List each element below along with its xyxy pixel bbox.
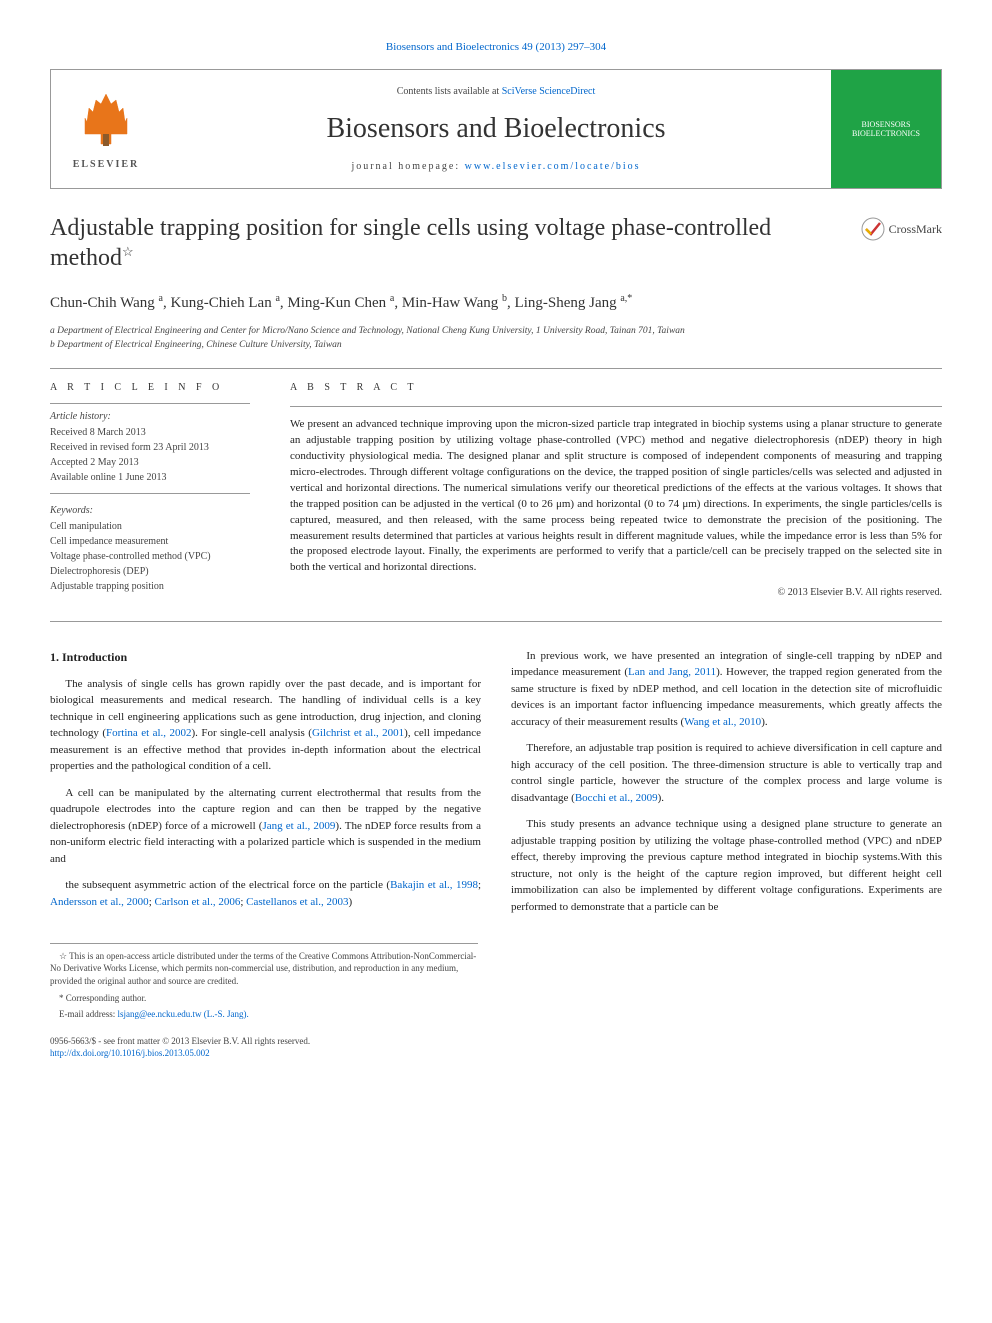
abstract-heading: A B S T R A C T [290,381,942,396]
divider-info [50,403,250,404]
header-center: Contents lists available at SciVerse Sci… [161,70,831,188]
journal-cover-thumbnail: BIOSENSORS BIOELECTRONICS [831,70,941,188]
elsevier-logo-text: ELSEVIER [73,158,140,172]
footer-meta: 0956-5663/$ - see front matter © 2013 El… [50,1035,942,1060]
abstract-column: A B S T R A C T We present an advanced t… [290,381,942,600]
elsevier-tree-icon [71,86,141,156]
keywords-label: Keywords: [50,504,250,518]
elsevier-logo-block: ELSEVIER [51,70,161,188]
divider-bottom [50,621,942,622]
affiliation-b: b Department of Electrical Engineering, … [50,339,942,352]
article-title-block: Adjustable trapping position for single … [50,213,942,273]
history-received: Received 8 March 2013 [50,426,250,440]
crossmark-icon [861,217,885,241]
keyword-1: Cell impedance measurement [50,535,250,549]
crossmark-label: CrossMark [889,221,942,238]
history-label: Article history: [50,410,250,424]
journal-issue-link[interactable]: Biosensors and Bioelectronics 49 (2013) … [50,40,942,55]
footnote-email: E-mail address: lsjang@ee.ncku.edu.tw (L… [50,1008,478,1021]
journal-issue-link-text[interactable]: Biosensors and Bioelectronics 49 (2013) … [386,41,606,53]
article-title: Adjustable trapping position for single … [50,213,942,273]
crossmark-badge[interactable]: CrossMark [861,217,942,241]
authors-line: Chun-Chih Wang a, Kung-Chieh Lan a, Ming… [50,291,942,315]
elsevier-logo: ELSEVIER [71,86,141,172]
article-info-heading: A R T I C L E I N F O [50,381,250,395]
info-abstract-row: A R T I C L E I N F O Article history: R… [50,381,942,600]
footnote-corresponding: * Corresponding author. [50,992,478,1005]
abstract-copyright: © 2013 Elsevier B.V. All rights reserved… [290,586,942,601]
history-online: Available online 1 June 2013 [50,471,250,485]
divider-top [50,368,942,369]
issn-line: 0956-5663/$ - see front matter © 2013 El… [50,1035,942,1048]
abstract-text: We present an advanced technique improvi… [290,417,942,576]
footnote-email-link[interactable]: lsjang@ee.ncku.edu.tw (L.-S. Jang). [117,1009,248,1019]
footnotes: ☆ This is an open-access article distrib… [50,943,478,1021]
body-columns: 1. Introduction The analysis of single c… [50,648,942,923]
journal-title: Biosensors and Bioelectronics [326,109,665,148]
affiliation-a: a Department of Electrical Engineering a… [50,325,942,338]
keyword-3: Dielectrophoresis (DEP) [50,565,250,579]
journal-cover-text: BIOSENSORS BIOELECTRONICS [837,120,935,139]
affiliations: a Department of Electrical Engineering a… [50,325,942,353]
footnote-open-access: ☆ This is an open-access article distrib… [50,950,478,988]
body-para-4: Therefore, an adjustable trap position i… [511,740,942,806]
contents-available-line: Contents lists available at SciVerse Sci… [397,85,596,99]
title-footnote-mark: ☆ [122,244,134,259]
section-1-heading: 1. Introduction [50,648,481,666]
keyword-0: Cell manipulation [50,520,250,534]
body-para-1: A cell can be manipulated by the alterna… [50,785,481,868]
article-info-column: A R T I C L E I N F O Article history: R… [50,381,250,600]
body-para-5: This study presents an advance technique… [511,816,942,915]
keyword-2: Voltage phase-controlled method (VPC) [50,550,250,564]
sciencedirect-link[interactable]: SciVerse ScienceDirect [502,86,596,97]
journal-homepage-link[interactable]: www.elsevier.com/locate/bios [465,161,641,172]
history-revised: Received in revised form 23 April 2013 [50,441,250,455]
divider-abstract [290,406,942,407]
body-para-0: The analysis of single cells has grown r… [50,676,481,775]
divider-keywords [50,493,250,494]
history-accepted: Accepted 2 May 2013 [50,456,250,470]
body-para-2: the subsequent asymmetric action of the … [50,877,481,910]
journal-header: ELSEVIER Contents lists available at Sci… [50,69,942,189]
doi-link[interactable]: http://dx.doi.org/10.1016/j.bios.2013.05… [50,1048,210,1058]
keyword-4: Adjustable trapping position [50,580,250,594]
body-para-3: In previous work, we have presented an i… [511,648,942,731]
journal-homepage-line: journal homepage: www.elsevier.com/locat… [351,160,640,174]
